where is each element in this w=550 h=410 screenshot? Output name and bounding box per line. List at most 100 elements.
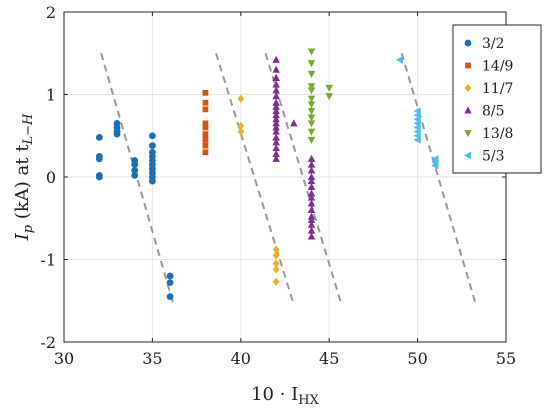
data-point — [272, 111, 280, 119]
data-point — [237, 94, 245, 103]
data-point — [307, 83, 316, 91]
x-axis-label-sub: HX — [298, 393, 319, 408]
data-point — [237, 127, 245, 136]
data-point — [95, 155, 103, 163]
data-point — [307, 87, 316, 95]
x-tick-label: 35 — [142, 349, 162, 368]
data-point — [272, 55, 280, 63]
legend-marker — [465, 62, 471, 69]
legend: 3/2 14/9 11/7 8/5 13/8 5/3 — [452, 24, 542, 174]
data-point — [272, 277, 280, 286]
data-point — [202, 124, 209, 131]
reference-line — [100, 52, 175, 306]
data-point — [272, 251, 280, 260]
legend-label: 14/9 — [482, 59, 513, 75]
x-axis-label-main: 10 · I — [251, 384, 298, 405]
series-3-2 — [95, 119, 174, 301]
data-point — [272, 80, 280, 88]
data-point — [272, 119, 280, 127]
legend-label: 11/7 — [482, 81, 513, 97]
x-tick-label: 45 — [319, 349, 339, 368]
data-point — [325, 93, 333, 101]
legend-box — [452, 24, 542, 174]
data-point — [272, 73, 280, 82]
data-point — [307, 60, 316, 68]
series-14-9 — [202, 89, 209, 156]
data-point — [307, 199, 316, 207]
data-point — [272, 265, 280, 274]
y-tick-label: -1 — [40, 251, 56, 270]
legend-items: 3/2 14/9 11/7 8/5 13/8 5/3 — [463, 36, 513, 165]
data-point — [290, 119, 298, 127]
reference-lines — [100, 52, 477, 306]
data-point — [272, 123, 280, 131]
x-tick-label: 50 — [407, 349, 427, 368]
data-point — [113, 119, 121, 127]
data-point — [131, 167, 139, 174]
data-point — [272, 154, 280, 162]
data-point — [166, 279, 174, 286]
y-axis-ticks: -2 -1 0 1 2 — [40, 3, 506, 352]
data-point — [166, 293, 174, 301]
data-point — [202, 120, 209, 127]
data-point — [272, 259, 280, 268]
data-point — [202, 136, 209, 143]
x-tick-label: 55 — [496, 349, 516, 368]
data-point — [272, 92, 280, 100]
data-point — [272, 102, 280, 110]
data-point — [307, 70, 316, 78]
data-point — [307, 220, 316, 228]
data-point — [272, 144, 280, 152]
data-point — [272, 138, 280, 146]
y-tick-label: -2 — [40, 333, 56, 352]
y-tick-label: 0 — [46, 168, 56, 187]
data-points — [95, 48, 439, 301]
data-point — [202, 106, 209, 113]
x-tick-label: 30 — [54, 349, 74, 368]
data-point — [307, 48, 316, 56]
data-point — [307, 95, 316, 103]
data-point — [307, 232, 316, 240]
legend-marker — [464, 39, 472, 47]
data-point — [149, 177, 156, 185]
legend-marker — [464, 83, 472, 93]
data-point — [307, 215, 316, 223]
data-point — [272, 149, 280, 157]
data-point — [202, 99, 209, 106]
data-point — [307, 205, 316, 214]
data-point — [307, 193, 316, 201]
x-tick-label: 40 — [231, 349, 251, 368]
data-point — [272, 127, 280, 135]
series-8-5 — [272, 55, 316, 240]
data-point — [307, 128, 316, 136]
data-point — [307, 182, 316, 190]
y-tick-label: 2 — [46, 3, 56, 22]
x-axis-label: 10 · IHX — [251, 384, 320, 408]
legend-label: 13/8 — [482, 126, 513, 142]
data-point — [237, 121, 245, 130]
data-point — [307, 226, 316, 234]
y-axis-label-sub-lh: L−H — [21, 113, 36, 146]
data-point — [307, 154, 316, 162]
data-point — [202, 142, 209, 149]
data-point — [202, 149, 209, 156]
data-point — [307, 172, 316, 181]
data-point — [307, 177, 316, 185]
reference-line — [264, 52, 343, 306]
data-point — [272, 86, 280, 94]
series-13-8 — [307, 48, 333, 144]
reference-line — [215, 52, 295, 306]
y-axis-label: Ip (kA) at tL−H — [12, 113, 36, 241]
data-point — [307, 166, 316, 174]
data-point — [395, 56, 403, 64]
data-point — [307, 160, 316, 168]
data-point — [413, 136, 421, 144]
data-point — [272, 98, 280, 106]
series-5-3 — [395, 56, 439, 170]
data-point — [95, 134, 103, 141]
reference-line — [400, 52, 477, 306]
data-point — [307, 107, 316, 116]
data-point — [131, 161, 139, 169]
legend-label: 5/3 — [482, 149, 505, 165]
